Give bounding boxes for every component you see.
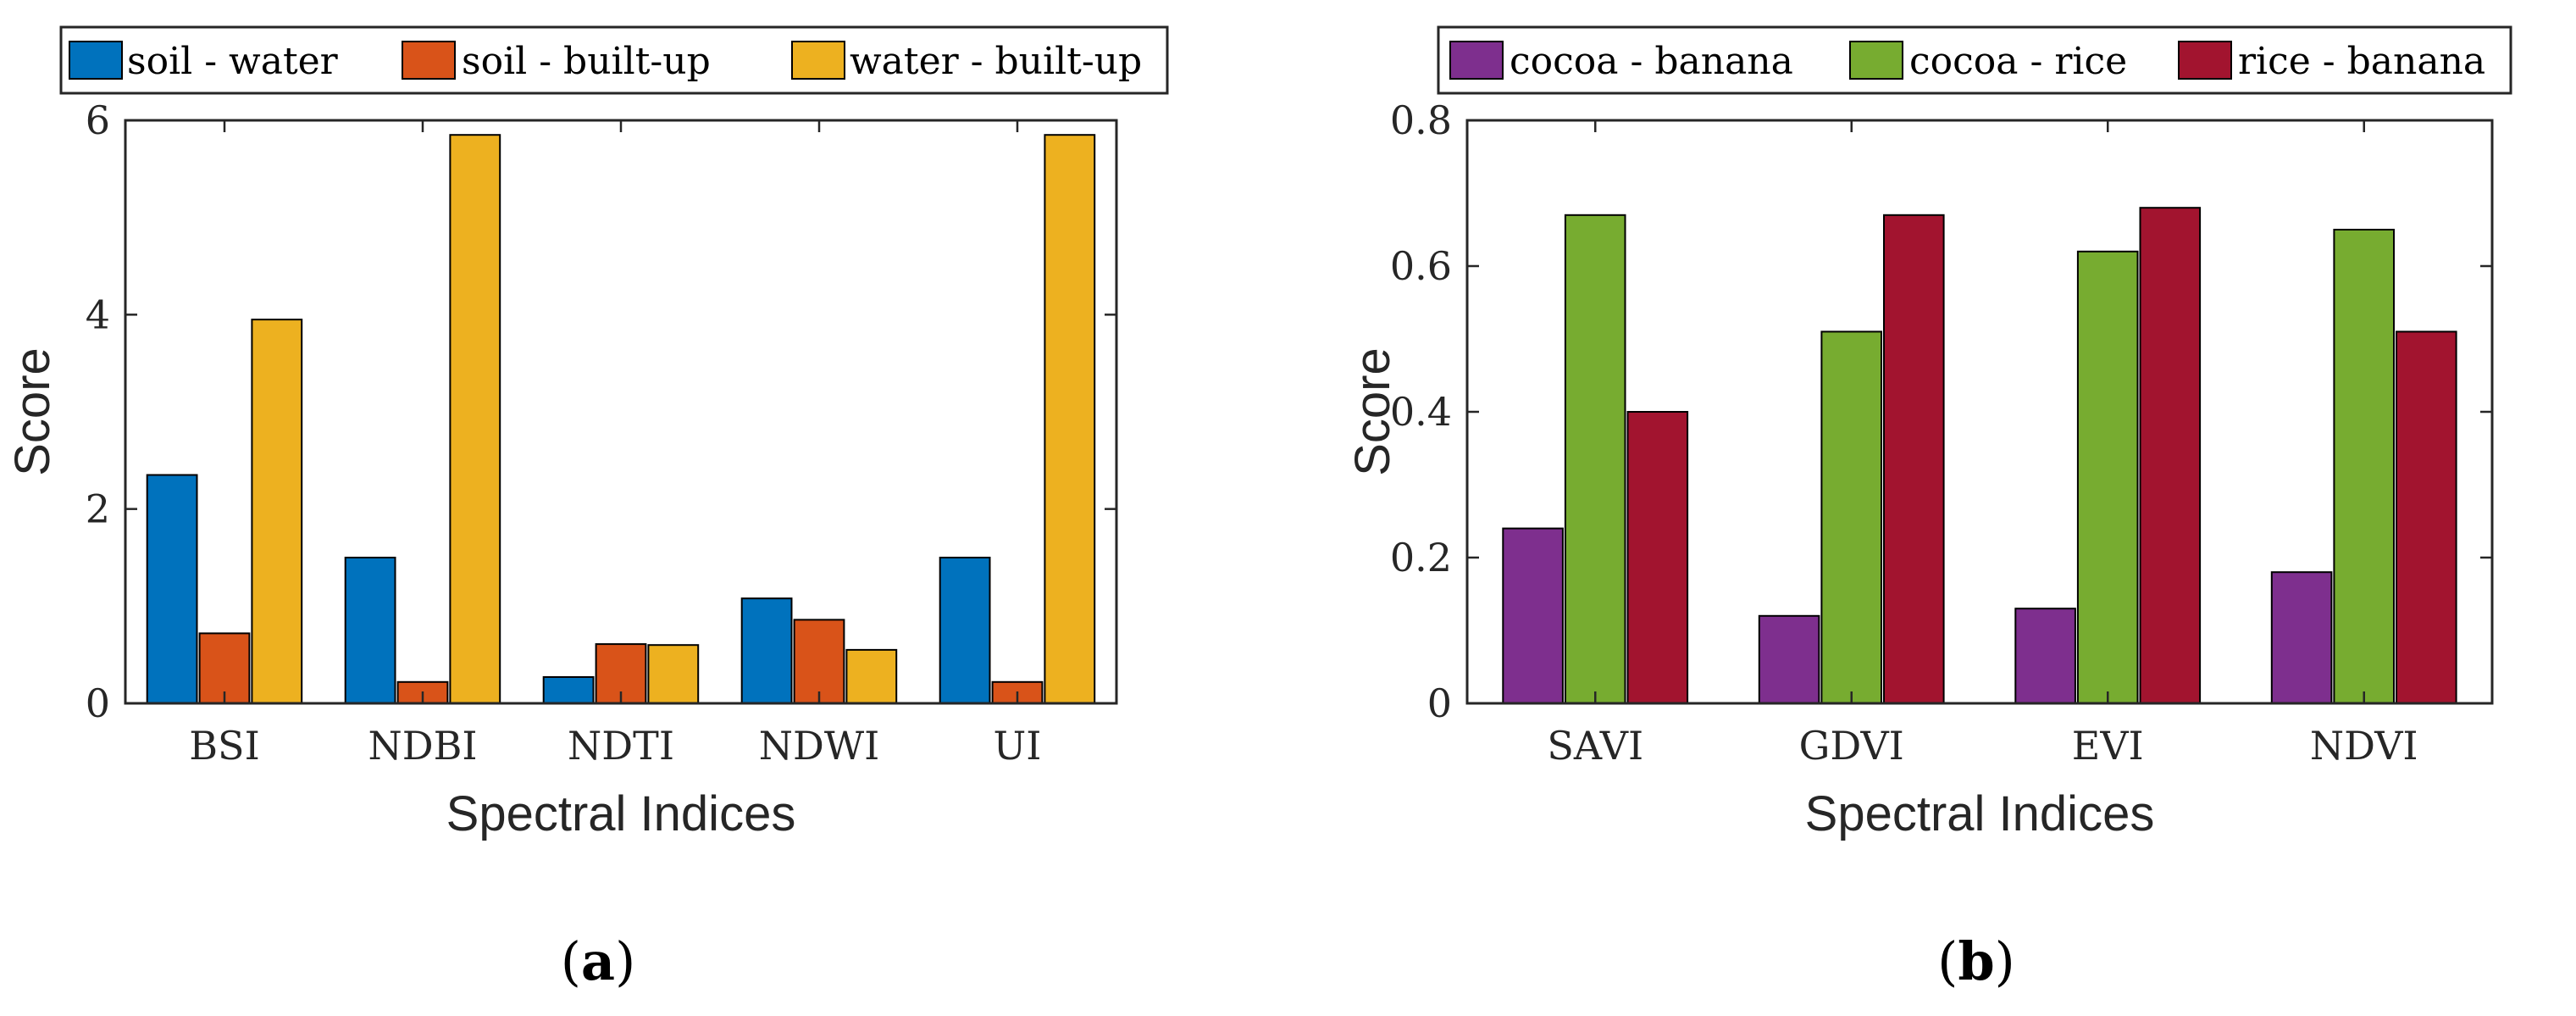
bar-evi-series-3 bbox=[2139, 207, 2202, 704]
bar-ndti-series-1 bbox=[542, 676, 595, 704]
x-tick-label: EVI bbox=[2072, 723, 2144, 769]
legend-swatch bbox=[1849, 41, 1903, 80]
legend-label: rice - banana bbox=[2238, 40, 2485, 83]
y-tick-label: 0.6 bbox=[1390, 243, 1452, 289]
legend-label: soil - built-up bbox=[462, 40, 711, 83]
legend-label: cocoa - banana bbox=[1510, 40, 1793, 83]
bar-savi-series-1 bbox=[1502, 527, 1564, 704]
bar-ndvi-series-1 bbox=[2270, 571, 2333, 705]
legend-box bbox=[59, 25, 1169, 95]
x-tick-label: NDVI bbox=[2310, 723, 2418, 769]
bar-ndwi-series-3 bbox=[845, 648, 898, 705]
panel-label: (b) bbox=[1937, 930, 2015, 992]
bar-gdvi-series-3 bbox=[1883, 214, 1945, 705]
y-tick-label: 0 bbox=[86, 680, 110, 726]
bar-ui-series-1 bbox=[939, 557, 991, 704]
y-tick-label: 4 bbox=[86, 291, 110, 337]
chart-panel-b: 0 0.2 0.4 0.6 0.8 SAVI GDVI EVI NDVI Spectral Ind… bbox=[1345, 25, 2512, 992]
bar-ndti-series-3 bbox=[647, 644, 700, 705]
panel-label-open: ( bbox=[561, 930, 581, 992]
bar-ndbi-series-3 bbox=[449, 134, 501, 704]
y-tick-label: 6 bbox=[86, 97, 110, 143]
x-tick-label: BSI bbox=[189, 723, 260, 769]
bar-bsi-series-3 bbox=[251, 319, 303, 704]
y-axis-title: Score bbox=[5, 347, 60, 476]
y-axis-title: Score bbox=[1345, 347, 1400, 476]
bar-ui-series-3 bbox=[1044, 134, 1096, 704]
legend-box bbox=[1437, 25, 2512, 95]
bar-savi-series-3 bbox=[1626, 411, 1689, 704]
x-tick-label: GDVI bbox=[1799, 723, 1904, 769]
panel-label-letter: a bbox=[581, 930, 615, 992]
x-tick-label: SAVI bbox=[1547, 723, 1643, 769]
y-tick-label: 0 bbox=[1427, 680, 1452, 726]
panel-label-close: ) bbox=[1995, 930, 2015, 992]
bar-gdvi-series-2 bbox=[1820, 330, 1882, 704]
panel-label-open: ( bbox=[1937, 930, 1958, 992]
x-tick-label: NDTI bbox=[568, 723, 674, 769]
legend-label: soil - water bbox=[127, 40, 339, 83]
x-tick-label: NDWI bbox=[759, 723, 880, 769]
y-tick-label: 0.8 bbox=[1390, 97, 1452, 143]
legend-swatch bbox=[402, 41, 456, 80]
legend-label: water - built-up bbox=[850, 40, 1142, 83]
x-axis-title: Spectral Indices bbox=[446, 786, 796, 841]
panel-label-close: ) bbox=[615, 930, 635, 992]
legend-swatch bbox=[791, 41, 845, 80]
bar-ndwi-series-1 bbox=[740, 597, 793, 705]
legend-swatch bbox=[2178, 41, 2232, 80]
x-tick-label: UI bbox=[994, 723, 1042, 769]
legend-swatch bbox=[1449, 41, 1504, 80]
bar-bsi-series-1 bbox=[146, 474, 198, 704]
bar-gdvi-series-1 bbox=[1758, 614, 1820, 704]
y-tick-label: 0.4 bbox=[1390, 389, 1452, 435]
bar-ndwi-series-2 bbox=[793, 619, 845, 705]
chart-panel-a: 0 2 4 6 BSI NDBI NDTI NDWI UI Spectral Indices Sco… bbox=[5, 25, 1169, 992]
panel-label-letter: b bbox=[1958, 930, 1994, 992]
bar-evi-series-1 bbox=[2014, 608, 2076, 705]
legend-swatch bbox=[69, 41, 123, 80]
bar-evi-series-2 bbox=[2076, 250, 2139, 704]
bar-ndbi-series-1 bbox=[344, 557, 396, 704]
bar-ndvi-series-2 bbox=[2333, 229, 2395, 704]
x-axis-title: Spectral Indices bbox=[1805, 786, 2155, 841]
y-tick-label: 0.2 bbox=[1390, 535, 1452, 580]
bar-ndvi-series-3 bbox=[2396, 330, 2457, 704]
y-tick-label: 2 bbox=[86, 486, 110, 532]
panel-label: (a) bbox=[561, 930, 636, 992]
bar-savi-series-2 bbox=[1564, 214, 1626, 705]
legend-label: cocoa - rice bbox=[1909, 40, 2127, 83]
x-tick-label: NDBI bbox=[368, 723, 477, 769]
